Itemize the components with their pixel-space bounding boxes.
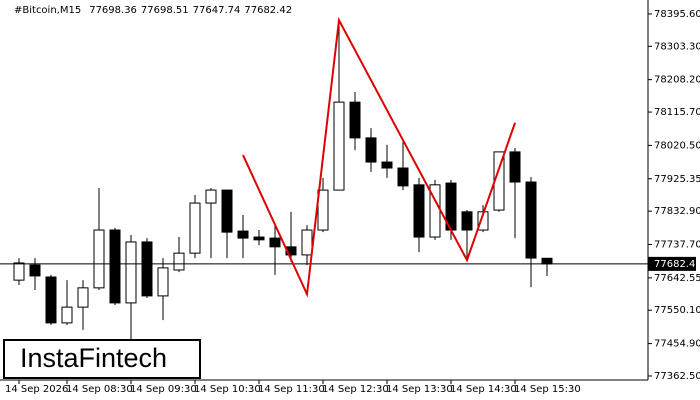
y-tick-label: 77737.70 <box>654 240 700 251</box>
candle-body <box>461 211 473 231</box>
x-tick-label: 14 Sep 11:30 <box>258 384 325 395</box>
x-tick-label: 14 Sep 08:30 <box>66 384 133 395</box>
x-tick-label: 14 Sep 15:30 <box>514 384 581 395</box>
y-tick-label: 78208.20 <box>654 75 700 86</box>
candle-body <box>189 202 201 254</box>
y-tick-label: 77642.55 <box>654 273 700 284</box>
y-tick-label: 77832.90 <box>654 206 700 217</box>
candle-body <box>413 184 425 238</box>
header: #Bitcoin,M15 77698.36 77698.51 77647.74 7768… <box>14 5 292 16</box>
header-high: 77698.51 <box>141 5 189 16</box>
candle-body <box>93 229 105 289</box>
candle-body <box>29 264 41 277</box>
x-tick-label: 14 Sep 14:30 <box>450 384 517 395</box>
candle-body <box>205 189 217 204</box>
candle-body <box>509 151 521 183</box>
x-tick-label: 14 Sep 09:30 <box>130 384 197 395</box>
candle-body <box>125 241 137 304</box>
candle-body <box>13 262 25 281</box>
candle-body <box>269 237 281 248</box>
pattern-line <box>242 16 516 298</box>
candle-body <box>349 101 361 139</box>
candle-body <box>173 252 185 271</box>
candle-body <box>541 257 553 265</box>
candle-body <box>253 236 265 241</box>
x-tick-label: 14 Sep 12:30 <box>322 384 389 395</box>
symbol: #Bitcoin,M15 <box>14 5 81 16</box>
x-tick-label: 14 Sep 10:30 <box>194 384 261 395</box>
x-tick-label: 14 Sep 2026 <box>5 384 68 395</box>
y-tick-label: 78115.70 <box>654 107 700 118</box>
candle-body <box>381 161 393 169</box>
y-tick-label: 77454.90 <box>654 339 700 350</box>
y-tick-label: 77550.10 <box>654 305 700 316</box>
candle-body <box>301 229 313 256</box>
candle-body <box>61 306 73 324</box>
candle-body <box>109 229 121 304</box>
last-price-label: 77682.42 <box>654 259 700 270</box>
y-tick-label: 78303.30 <box>654 41 700 52</box>
x-tick-label: 14 Sep 13:30 <box>386 384 453 395</box>
y-tick-label: 78395.60 <box>654 9 700 20</box>
logo-box <box>3 339 201 379</box>
candle-body <box>221 189 233 233</box>
candle-body <box>141 241 153 297</box>
candle-body <box>77 287 89 308</box>
y-tick-label: 77925.35 <box>654 174 700 185</box>
candle-body <box>333 101 345 191</box>
last-price-box <box>648 256 696 271</box>
logo: InstaFintech <box>20 343 167 373</box>
candle-body <box>157 267 169 297</box>
candle-body <box>45 276 57 324</box>
candle-body <box>237 230 249 239</box>
header-open: 77698.36 <box>89 5 137 16</box>
candle-body <box>317 189 329 231</box>
candle-body <box>397 167 409 187</box>
candle-body <box>365 137 377 163</box>
candle-body <box>525 181 537 259</box>
y-tick-label: 78020.50 <box>654 140 700 151</box>
y-tick-label: 77362.50 <box>654 371 700 382</box>
header-low: 77647.74 <box>193 5 241 16</box>
header-close: 77682.42 <box>244 5 292 16</box>
